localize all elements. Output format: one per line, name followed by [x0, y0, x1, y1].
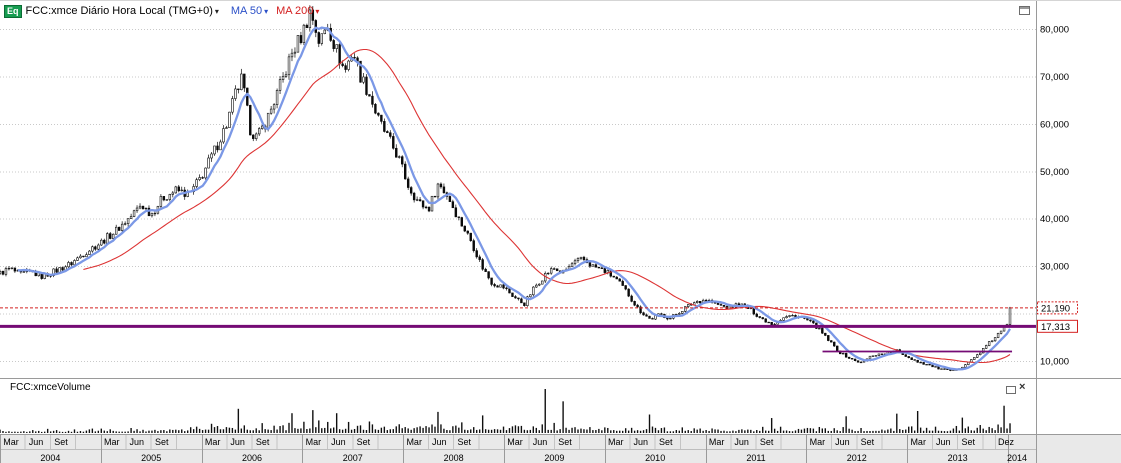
- ma50-chevron-down-icon[interactable]: ▾: [264, 6, 269, 16]
- svg-text:Jun: Jun: [130, 437, 145, 447]
- svg-text:Set: Set: [558, 437, 572, 447]
- svg-text:70,000: 70,000: [1040, 72, 1069, 83]
- svg-text:Mar: Mar: [104, 437, 120, 447]
- svg-text:Mar: Mar: [306, 437, 322, 447]
- svg-text:Jun: Jun: [331, 437, 346, 447]
- svg-text:2009: 2009: [544, 453, 564, 463]
- svg-text:Jun: Jun: [533, 437, 548, 447]
- volume-close-icon[interactable]: ×: [1019, 381, 1026, 393]
- svg-text:Mar: Mar: [3, 437, 19, 447]
- svg-text:Set: Set: [54, 437, 68, 447]
- svg-text:Set: Set: [861, 437, 875, 447]
- instrument-chevron-down-icon[interactable]: ▾: [214, 6, 219, 16]
- svg-text:2010: 2010: [645, 453, 665, 463]
- svg-text:Mar: Mar: [709, 437, 725, 447]
- chart-header: Eq FCC:xmce Diário Hora Local (TMG+0) ▾ …: [4, 4, 319, 18]
- svg-text:Mar: Mar: [507, 437, 523, 447]
- svg-text:Mar: Mar: [910, 437, 926, 447]
- svg-text:2011: 2011: [746, 453, 765, 463]
- svg-text:2013: 2013: [948, 453, 968, 463]
- svg-text:40,000: 40,000: [1040, 214, 1069, 225]
- svg-text:Set: Set: [457, 437, 471, 447]
- svg-text:2014: 2014: [1007, 453, 1027, 463]
- svg-text:Jun: Jun: [230, 437, 245, 447]
- equity-badge: Eq: [4, 4, 22, 18]
- volume-panel-header: FCC:xmceVolume: [10, 382, 91, 393]
- svg-text:2012: 2012: [847, 453, 867, 463]
- svg-text:17,313: 17,313: [1041, 322, 1070, 333]
- svg-text:21,190: 21,190: [1041, 303, 1070, 314]
- svg-text:2004: 2004: [40, 453, 60, 463]
- svg-text:2005: 2005: [141, 453, 161, 463]
- ma200-chevron-down-icon[interactable]: ▾: [315, 6, 320, 16]
- svg-text:Mar: Mar: [810, 437, 826, 447]
- svg-text:10,000: 10,000: [1040, 357, 1069, 368]
- volume-maximize-icon[interactable]: [1006, 386, 1016, 394]
- svg-text:Set: Set: [155, 437, 169, 447]
- svg-text:Jun: Jun: [936, 437, 951, 447]
- svg-text:Set: Set: [256, 437, 270, 447]
- svg-text:Jun: Jun: [29, 437, 44, 447]
- svg-text:Mar: Mar: [406, 437, 422, 447]
- svg-text:60,000: 60,000: [1040, 119, 1069, 130]
- svg-text:Set: Set: [760, 437, 774, 447]
- svg-text:2008: 2008: [444, 453, 464, 463]
- svg-text:2006: 2006: [242, 453, 262, 463]
- svg-text:Set: Set: [357, 437, 371, 447]
- instrument-title[interactable]: FCC:xmce Diário Hora Local (TMG+0): [25, 5, 213, 17]
- ma200-label[interactable]: MA 200: [276, 5, 314, 17]
- svg-text:Jun: Jun: [432, 437, 447, 447]
- svg-text:Set: Set: [961, 437, 975, 447]
- volume-panel-title: FCC:xmceVolume: [10, 382, 91, 393]
- svg-text:30,000: 30,000: [1040, 262, 1069, 273]
- svg-text:2007: 2007: [343, 453, 363, 463]
- restore-window-icon[interactable]: [1019, 6, 1030, 15]
- svg-text:Mar: Mar: [608, 437, 624, 447]
- svg-text:50,000: 50,000: [1040, 167, 1069, 178]
- svg-text:Jun: Jun: [835, 437, 850, 447]
- svg-text:Dez: Dez: [998, 437, 1015, 447]
- svg-text:Jun: Jun: [634, 437, 649, 447]
- svg-text:Jun: Jun: [734, 437, 749, 447]
- ma50-label[interactable]: MA 50: [230, 5, 263, 17]
- svg-text:Mar: Mar: [205, 437, 221, 447]
- svg-text:Set: Set: [659, 437, 673, 447]
- svg-text:80,000: 80,000: [1040, 25, 1069, 36]
